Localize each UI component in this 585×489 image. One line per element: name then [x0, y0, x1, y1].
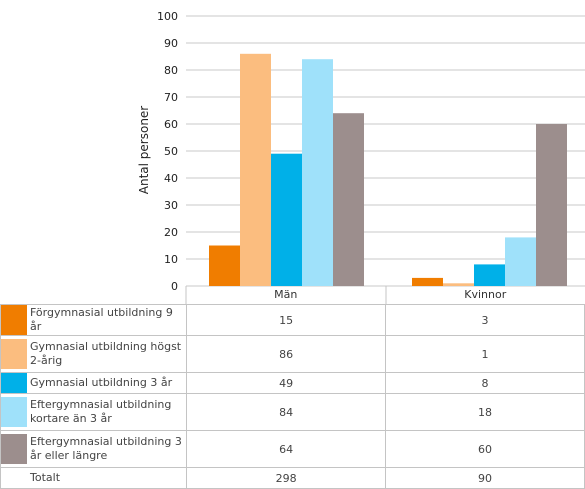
bar [505, 237, 536, 286]
legend-cell: Förgymnasial utbildning 9 år [0, 304, 188, 336]
legend-cell: Gymnasial utbildning 3 år [0, 372, 188, 394]
bar [412, 277, 443, 286]
y-tick-label: 100 [157, 10, 178, 23]
x-category-label: Kvinnor [464, 288, 506, 301]
table-cell: 86 [186, 335, 387, 373]
legend-key [1, 305, 27, 335]
bar [240, 53, 271, 286]
bar [271, 153, 302, 286]
table-cell: 60 [385, 430, 585, 468]
category-labels: Män Kvinnor [185, 286, 507, 304]
bar [536, 124, 567, 286]
table-cell: 1 [385, 335, 585, 373]
table-row: Förgymnasial utbildning 9 år 15 3 [0, 304, 585, 336]
table-cell: 3 [385, 304, 585, 336]
legend-key [1, 397, 27, 427]
y-tick-label: 90 [164, 37, 178, 50]
x-category-label: Män [274, 288, 297, 301]
legend-label: Eftergymnasial utbildning 3 år eller län… [30, 435, 182, 462]
table-row: Eftergymnasial utbildning 3 år eller län… [0, 430, 585, 468]
y-axis-label: Antal personer [137, 106, 151, 195]
table-row-total: Totalt 298 90 [0, 467, 585, 489]
table-row: Eftergymnasial utbildning kortare än 3 å… [0, 393, 585, 431]
bar [333, 113, 364, 286]
y-axis-ticks: 0 10 20 30 40 50 60 70 80 90 100 [157, 10, 178, 293]
bar [474, 264, 505, 286]
bar [302, 59, 333, 287]
legend-key [1, 373, 27, 393]
table-cell: 8 [385, 372, 585, 394]
y-tick-label: 70 [164, 91, 178, 104]
total-cell: 298 [186, 467, 387, 489]
y-tick-label: 80 [164, 64, 178, 77]
legend-label: Eftergymnasial utbildning kortare än 3 å… [30, 398, 172, 425]
table-row: Gymnasial utbildning 3 år 49 8 [0, 372, 585, 394]
legend-key [1, 434, 27, 464]
table-cell: 84 [186, 393, 387, 431]
bar [209, 245, 240, 286]
legend-label: Förgymnasial utbildning 9 år [30, 306, 173, 333]
data-table: Förgymnasial utbildning 9 år 15 3 Gymnasial… [0, 304, 585, 489]
y-tick-label: 20 [164, 226, 178, 239]
legend-key [1, 339, 27, 369]
table-cell: 49 [186, 372, 387, 394]
table-cell: 18 [385, 393, 585, 431]
table-row: Gymnasial utbildning högst 2-årig 86 1 [0, 335, 585, 373]
legend-label: Gymnasial utbildning 3 år [30, 376, 173, 389]
bars [209, 53, 567, 287]
legend-cell: Gymnasial utbildning högst 2-årig [0, 335, 188, 373]
total-cell: 90 [385, 467, 585, 489]
y-tick-label: 30 [164, 199, 178, 212]
legend-cell: Eftergymnasial utbildning kortare än 3 å… [0, 393, 188, 431]
bar [443, 283, 474, 286]
bar-chart: 0 10 20 30 40 50 60 70 80 90 100 Män Kvinnor Antal … [137, 10, 585, 304]
legend-cell: Eftergymnasial utbildning 3 år eller län… [0, 430, 188, 468]
y-tick-label: 0 [171, 280, 178, 293]
total-label: Totalt [0, 467, 188, 489]
y-tick-label: 60 [164, 118, 178, 131]
legend-label: Gymnasial utbildning högst 2-årig [30, 340, 182, 367]
table-cell: 64 [186, 430, 387, 468]
y-tick-label: 10 [164, 253, 178, 266]
y-tick-label: 50 [164, 145, 178, 158]
y-tick-label: 40 [164, 172, 178, 185]
table-cell: 15 [186, 304, 387, 336]
